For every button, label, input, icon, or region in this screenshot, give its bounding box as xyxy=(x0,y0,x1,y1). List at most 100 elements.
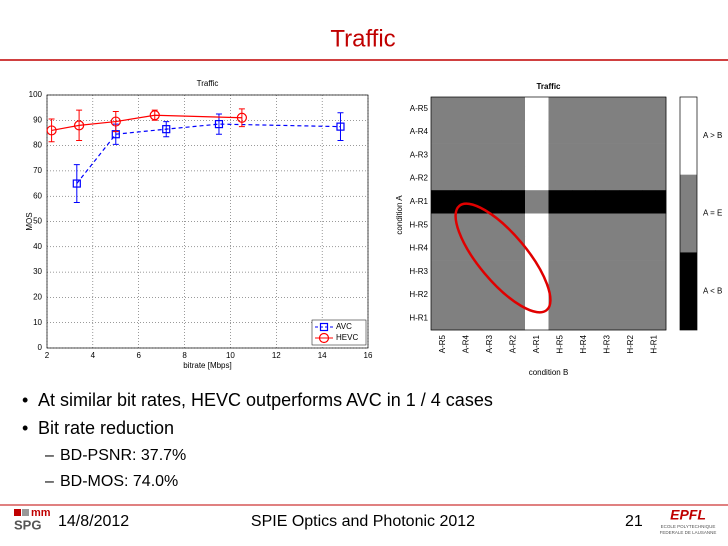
heatmap-cell xyxy=(548,97,573,121)
heatmap-cell xyxy=(501,283,526,307)
x-tick-label: 12 xyxy=(272,351,281,360)
row-label: H-R5 xyxy=(409,220,428,229)
heatmap-cell xyxy=(619,236,643,261)
x-tick-label: 14 xyxy=(318,351,327,360)
bullet: Bit rate reduction xyxy=(38,418,174,438)
heatmap-cell xyxy=(619,166,643,191)
error-bar xyxy=(76,109,83,142)
colorbar-label: A > B xyxy=(703,131,722,140)
heatmap-cell xyxy=(595,213,620,238)
heatmap-cell xyxy=(478,120,502,144)
heatmap-cell xyxy=(431,213,455,238)
heatmap-cell xyxy=(431,306,455,331)
heatmap-cell xyxy=(501,120,526,144)
marker xyxy=(336,122,345,131)
heatmap-cell xyxy=(642,120,667,144)
heatmap-cell xyxy=(548,213,573,238)
heatmap-cell xyxy=(478,166,502,191)
marker xyxy=(318,332,330,344)
heatmap-cell xyxy=(572,120,596,144)
heatmap-cell xyxy=(619,306,643,331)
heatmap-cell xyxy=(501,97,526,121)
column-label: H-R4 xyxy=(579,334,588,353)
row-label: H-R3 xyxy=(409,267,428,276)
slide-title: Traffic xyxy=(330,25,395,52)
colorbar-segment xyxy=(680,252,697,330)
x-axis-label: bitrate [Mbps] xyxy=(183,361,231,370)
heatmap-cell xyxy=(595,120,620,144)
y-tick-label: 40 xyxy=(33,242,42,251)
y-tick-label: 60 xyxy=(33,191,42,200)
logo-text: SPG xyxy=(14,517,41,532)
chart-title: Traffic xyxy=(536,82,561,91)
heatmap-cell xyxy=(642,166,667,191)
heatmap-cell xyxy=(454,143,479,168)
heatmap-cell xyxy=(619,190,643,214)
logo-right: EPFL ECOLE POLYTECHNIQUE FEDERALE DE LAU… xyxy=(660,507,717,535)
heatmap-cell xyxy=(548,283,573,307)
row-label: H-R4 xyxy=(409,244,428,253)
y-tick-label: 0 xyxy=(38,343,43,352)
bullet-marker: • xyxy=(22,390,28,410)
heatmap-cell xyxy=(572,97,596,121)
sub-bullet: BD-PSNR: 37.7% xyxy=(60,447,186,464)
row-label: H-R2 xyxy=(409,290,428,299)
y-axis-label: MOS xyxy=(25,212,34,230)
logo-text: FEDERALE DE LAUSANNE xyxy=(660,530,717,535)
colorbar-segment xyxy=(680,97,697,175)
heatmap-cell xyxy=(501,143,526,168)
heatmap-cell xyxy=(548,236,573,261)
logo-left: mm SPG xyxy=(14,507,51,532)
heatmap-cell xyxy=(619,97,643,121)
heatmap-cell xyxy=(431,260,455,284)
heatmap-cell xyxy=(595,306,620,331)
heatmap-cell xyxy=(642,97,667,121)
error-bar xyxy=(337,112,344,142)
plot-frame xyxy=(430,96,667,331)
x-tick-label: 8 xyxy=(182,351,187,360)
heatmap-cell xyxy=(454,97,479,121)
heatmap-cell xyxy=(431,190,455,214)
heatmap-cell xyxy=(431,120,455,144)
heatmap-cell xyxy=(595,236,620,261)
heatmap-cell xyxy=(572,213,596,238)
legend-label: AVC xyxy=(336,322,352,331)
heatmap-cell xyxy=(431,283,455,307)
heatmap-cell xyxy=(572,190,596,214)
y-tick-label: 90 xyxy=(33,115,42,124)
heatmap-cell xyxy=(572,236,596,261)
heatmap-cell xyxy=(478,260,502,284)
heatmap-cell xyxy=(572,260,596,284)
heatmap-cell xyxy=(572,283,596,307)
bullet: At similar bit rates, HEVC outperforms A… xyxy=(38,390,493,410)
heatmap-cell xyxy=(595,260,620,284)
row-label: H-R1 xyxy=(409,313,428,322)
heatmap-cell xyxy=(619,120,643,144)
row-label: A-R4 xyxy=(410,127,429,136)
column-label: H-R1 xyxy=(649,334,658,353)
colorbar-segment xyxy=(680,174,697,253)
y-tick-label: 30 xyxy=(33,267,42,276)
highlight-ellipse xyxy=(454,202,552,314)
heatmap-cell xyxy=(501,166,526,191)
logo-square xyxy=(22,509,29,516)
heatmap-cell xyxy=(478,236,502,261)
heatmap-cell xyxy=(525,190,549,214)
heatmap-cell xyxy=(619,213,643,238)
heatmap-cell xyxy=(525,213,549,238)
heatmap-cell xyxy=(548,143,573,168)
heatmap-cell xyxy=(454,190,479,214)
error-bar xyxy=(112,110,119,133)
heatmap-cell xyxy=(525,166,549,191)
x-tick-label: 10 xyxy=(226,351,235,360)
heatmap-cell xyxy=(525,260,549,284)
marker xyxy=(162,125,171,134)
heatmap-cell xyxy=(595,166,620,191)
heatmap-cell xyxy=(501,260,526,284)
column-label: H-R3 xyxy=(602,334,611,353)
heatmap-cell xyxy=(548,306,573,331)
marker xyxy=(236,112,247,123)
y-tick-label: 80 xyxy=(33,141,42,150)
column-label: H-R5 xyxy=(555,334,564,353)
heatmap-cell xyxy=(642,143,667,168)
